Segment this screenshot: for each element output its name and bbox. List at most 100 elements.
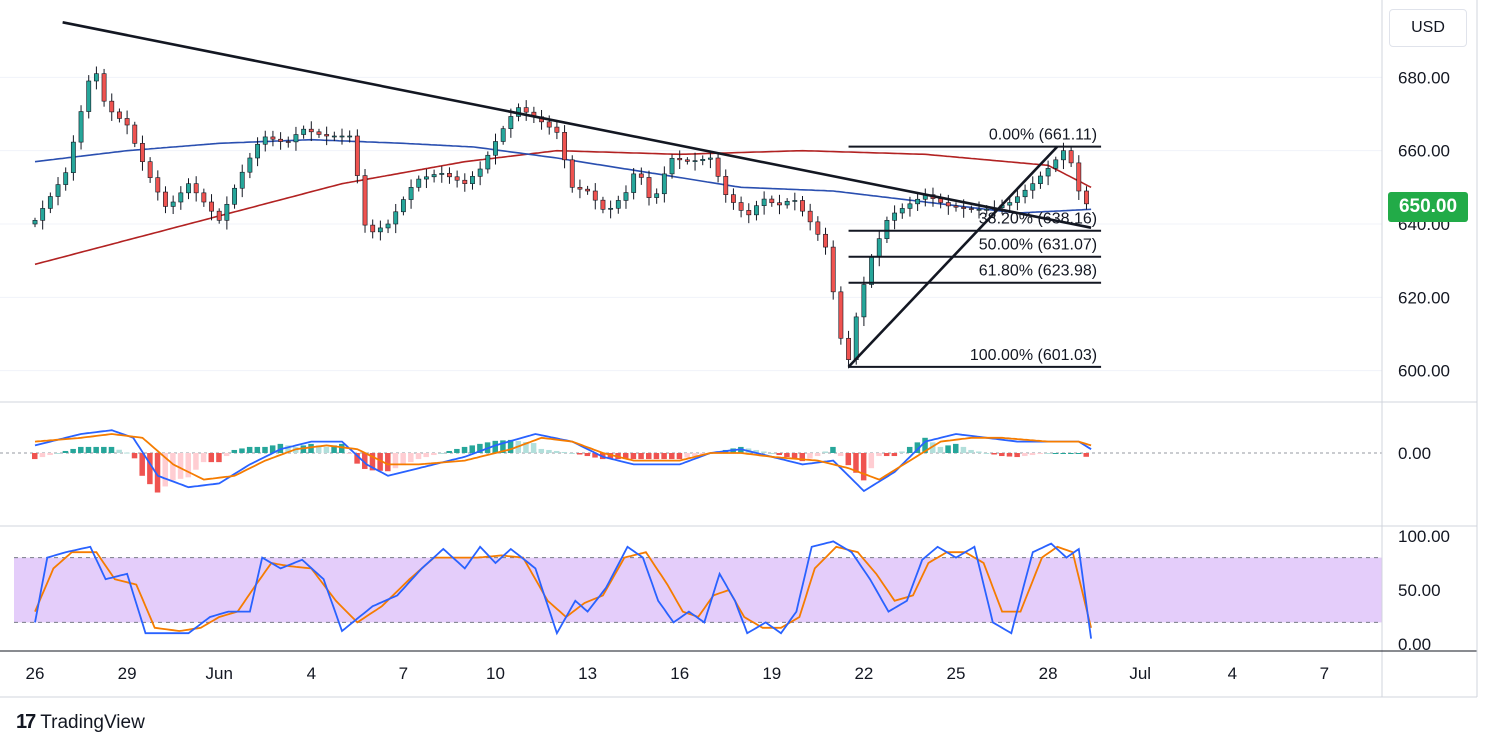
time-axis: 26 29 Jun 4 7 10 13 16 19 22 25 28 Jul 4 7 [26, 664, 1330, 683]
candle-body [784, 200, 790, 206]
time-tick-label: 25 [947, 664, 966, 683]
macd-histogram-bar [431, 453, 437, 456]
candle-body [600, 199, 606, 210]
time-tick-label: Jun [205, 664, 232, 683]
stoch-tick-label: 100.00 [1398, 527, 1450, 546]
stoch-k-line [34, 540, 1092, 639]
candle-body [385, 223, 391, 229]
candle-body [899, 208, 905, 214]
price-pane-gridlines [0, 76, 1382, 372]
macd-histogram-bar [500, 440, 506, 453]
macd-histogram-bar [538, 448, 545, 453]
macd-histogram-bar [991, 453, 997, 455]
macd-histogram-bar [968, 449, 974, 453]
candle-body [324, 134, 330, 137]
candle-body [285, 141, 291, 143]
macd-histogram-bar [546, 449, 552, 453]
candle-body [339, 135, 345, 138]
macd-histogram-bar [185, 453, 191, 478]
candle-body [1022, 189, 1028, 198]
macd-histogram-bar [55, 453, 61, 454]
candle-body [424, 176, 429, 180]
macd-histogram-bar [32, 453, 38, 460]
candle-body [301, 128, 307, 135]
candle-body [723, 176, 729, 195]
candle-body [884, 220, 890, 239]
candle-body [447, 173, 452, 178]
macd-histogram-bar [454, 448, 460, 453]
candle-body [1061, 150, 1066, 161]
macd-histogram-bar [929, 442, 936, 453]
candle-body [654, 193, 660, 198]
macd-histogram-bar [1083, 453, 1089, 457]
macd-histogram-bar [860, 453, 867, 481]
candle-body [163, 191, 168, 207]
candle-body [769, 198, 775, 204]
macd-histogram-bar [385, 453, 391, 472]
stoch-tick-label: 50.00 [1398, 581, 1441, 600]
time-tick-label: 29 [118, 664, 137, 683]
candle-body [1014, 196, 1020, 203]
descending-trendline [62, 21, 1092, 229]
macd-histogram-bar [883, 453, 890, 457]
candle-body [692, 160, 698, 162]
macd-histogram-bar [553, 450, 560, 453]
candles [32, 66, 1089, 369]
macd-zero-label: 0.00 [1398, 444, 1431, 463]
candle-body [669, 158, 675, 175]
macd-histogram-bar [922, 437, 928, 453]
macd-histogram-bar [415, 453, 422, 460]
macd-histogram-bar [638, 453, 644, 460]
macd-histogram-bar [1037, 453, 1043, 455]
brand-name: TradingView [40, 711, 145, 733]
tradingview-brand[interactable]: 17 TradingView [16, 711, 145, 734]
macd-histogram-bar [699, 453, 706, 455]
candle-body [278, 138, 284, 142]
time-tick-label: 4 [1228, 664, 1237, 683]
candle-body [186, 183, 191, 194]
macd-histogram-bar [945, 445, 951, 453]
ma-red-line [34, 149, 1092, 266]
macd-histogram-bar [561, 451, 568, 453]
candle-body [101, 73, 107, 102]
candle-body [677, 158, 683, 161]
macd-histogram-bar [1045, 453, 1051, 454]
candle-body [470, 176, 475, 184]
trendlines [62, 21, 1092, 368]
macd-histogram-bar [216, 453, 222, 463]
candle-body [32, 220, 38, 225]
candle-body [377, 227, 383, 233]
candle-body [132, 124, 138, 144]
candle-body [232, 187, 237, 205]
macd-histogram-bar [354, 453, 360, 464]
candle-body [431, 174, 437, 178]
candle-body [976, 209, 982, 211]
macd-histogram-bar [899, 451, 905, 453]
macd-histogram-bar [70, 448, 76, 453]
macd-histogram-bar [1052, 453, 1059, 454]
macd-histogram-bar [346, 453, 353, 454]
candle-body [439, 173, 445, 175]
macd-histogram-bar [177, 453, 184, 479]
candle-body [477, 168, 483, 177]
macd-histogram-bar [1022, 453, 1028, 457]
candle-body [1068, 150, 1074, 164]
macd-histogram-bar [768, 453, 775, 454]
macd-histogram-bar [876, 453, 882, 457]
candle-body [661, 173, 667, 195]
macd-histogram-bar [438, 453, 445, 454]
macd-histogram-bar [408, 453, 414, 463]
time-tick-label: 26 [26, 664, 45, 683]
macd-histogram-bar [684, 453, 690, 458]
candle-body [117, 111, 122, 119]
macd-histogram-bar [983, 453, 990, 454]
currency-selector[interactable]: USD [1389, 9, 1467, 47]
candle-body [454, 176, 460, 181]
candle-body [731, 194, 736, 203]
macd-histogram-bar [814, 453, 821, 457]
macd-histogram-bar [223, 453, 230, 457]
candle-body [201, 192, 207, 203]
candle-body [462, 179, 468, 184]
candle-body [615, 200, 621, 209]
